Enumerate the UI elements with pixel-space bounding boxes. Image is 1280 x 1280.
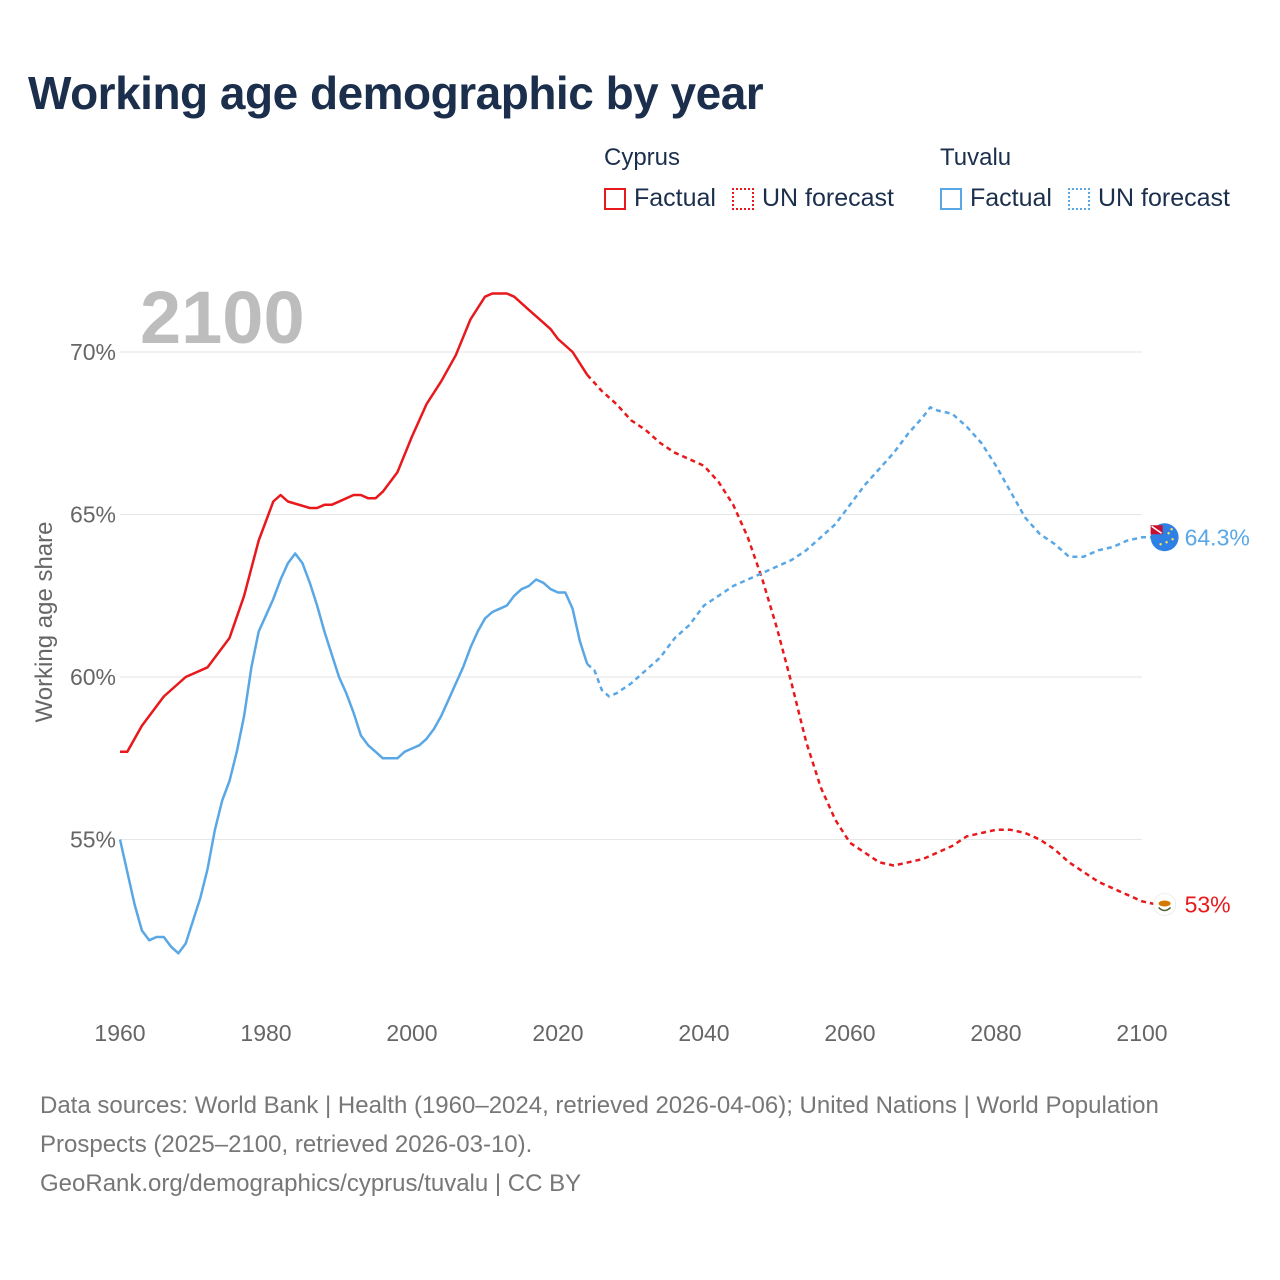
legend-group-cyprus: Cyprus Factual UN forecast (604, 144, 910, 213)
x-tick-label: 2040 (678, 1020, 729, 1046)
flag-star (1170, 528, 1173, 531)
legend-swatch-solid (940, 187, 962, 210)
legend-label: Factual (970, 184, 1052, 212)
series-line-cyprus-factual[interactable] (120, 292, 589, 753)
flag-star (1159, 543, 1162, 546)
flag-island (1158, 900, 1171, 907)
x-axis-ticks: 1960 1980 2000 2020 2040 2060 2080 2100 (94, 1020, 1167, 1046)
y-tick-label: 55% (70, 827, 116, 853)
flag-star (1165, 541, 1168, 544)
footer: Data sources: World Bank | Health (1960–… (40, 1086, 1220, 1203)
y-axis-ticks: 55% 60% 65% 70% (70, 339, 116, 853)
y-tick-label: 60% (70, 664, 116, 690)
end-markers: 53% 64.3% (1150, 523, 1250, 918)
end-label-cyprus: 53% (1185, 892, 1231, 918)
legend-label: UN forecast (1097, 184, 1230, 212)
x-tick-label: 2060 (824, 1020, 875, 1046)
legend-group-tuvalu: Tuvalu Factual UN forecast (940, 144, 1246, 213)
y-tick-label: 70% (70, 339, 116, 365)
year-label: 2100 (140, 276, 305, 359)
legend-item-tuvalu-factual[interactable]: Factual (940, 184, 1052, 213)
x-tick-label: 2020 (532, 1020, 583, 1046)
y-axis-title: Working age share (31, 522, 58, 723)
chart-title: Working age demographic by year (28, 67, 764, 119)
source-url[interactable]: GeoRank.org/demographics/cyprus/tuvalu |… (40, 1170, 582, 1197)
series-line-tuvalu-forecast[interactable] (586, 406, 1157, 698)
legend-label: Factual (634, 184, 716, 212)
x-tick-label: 2100 (1116, 1020, 1167, 1046)
series-lines (118, 292, 1157, 955)
legend-group-name: Cyprus (604, 144, 681, 171)
series-line-tuvalu-factual[interactable] (118, 552, 589, 955)
y-tick-label: 65% (70, 502, 116, 528)
flag-olive-branches (1158, 906, 1172, 912)
legend-item-cyprus-forecast[interactable]: UN forecast (731, 184, 894, 213)
flag-cross (1151, 525, 1163, 534)
x-tick-label: 1960 (94, 1020, 145, 1046)
legend-group-name: Tuvalu (940, 144, 1012, 171)
legend-item-cyprus-factual[interactable]: Factual (604, 184, 716, 213)
legend-label: UN forecast (761, 184, 894, 212)
gridlines (120, 351, 1142, 840)
data-sources: Data sources: World Bank | Health (1960–… (40, 1092, 1159, 1158)
line-chart: 2100 55% 60% 65% 70% 1960 1980 2000 2020 2040 20… (31, 276, 1250, 1046)
legend-swatch-dotted (1067, 187, 1090, 210)
flag-star (1171, 538, 1174, 541)
legend-swatch-dotted (731, 187, 754, 210)
x-tick-label: 1980 (240, 1020, 291, 1046)
legend-swatch-solid (604, 187, 626, 210)
x-tick-label: 2080 (970, 1020, 1021, 1046)
x-tick-label: 2000 (386, 1020, 437, 1046)
legend-item-tuvalu-forecast[interactable]: UN forecast (1067, 184, 1230, 213)
end-label-tuvalu: 64.3% (1185, 524, 1250, 550)
flag-star (1167, 532, 1170, 535)
